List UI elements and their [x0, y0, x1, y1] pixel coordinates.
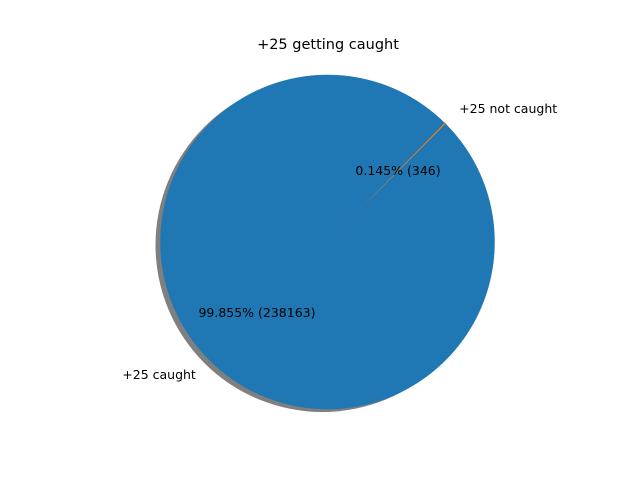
slice-percent-label: 99.855% (238163): [198, 305, 315, 320]
pie-slice--25-caught: [160, 74, 495, 410]
chart-title: +25 getting caught: [257, 37, 399, 53]
slice-label: +25 not caught: [459, 101, 557, 116]
pie-labels: +25 not caught 0.145% (346) +25 caught 99.8…: [122, 101, 557, 382]
pie-slices: [160, 74, 495, 410]
slice-percent-label: 0.145% (346): [355, 163, 440, 178]
slice-label: +25 caught: [122, 367, 196, 382]
